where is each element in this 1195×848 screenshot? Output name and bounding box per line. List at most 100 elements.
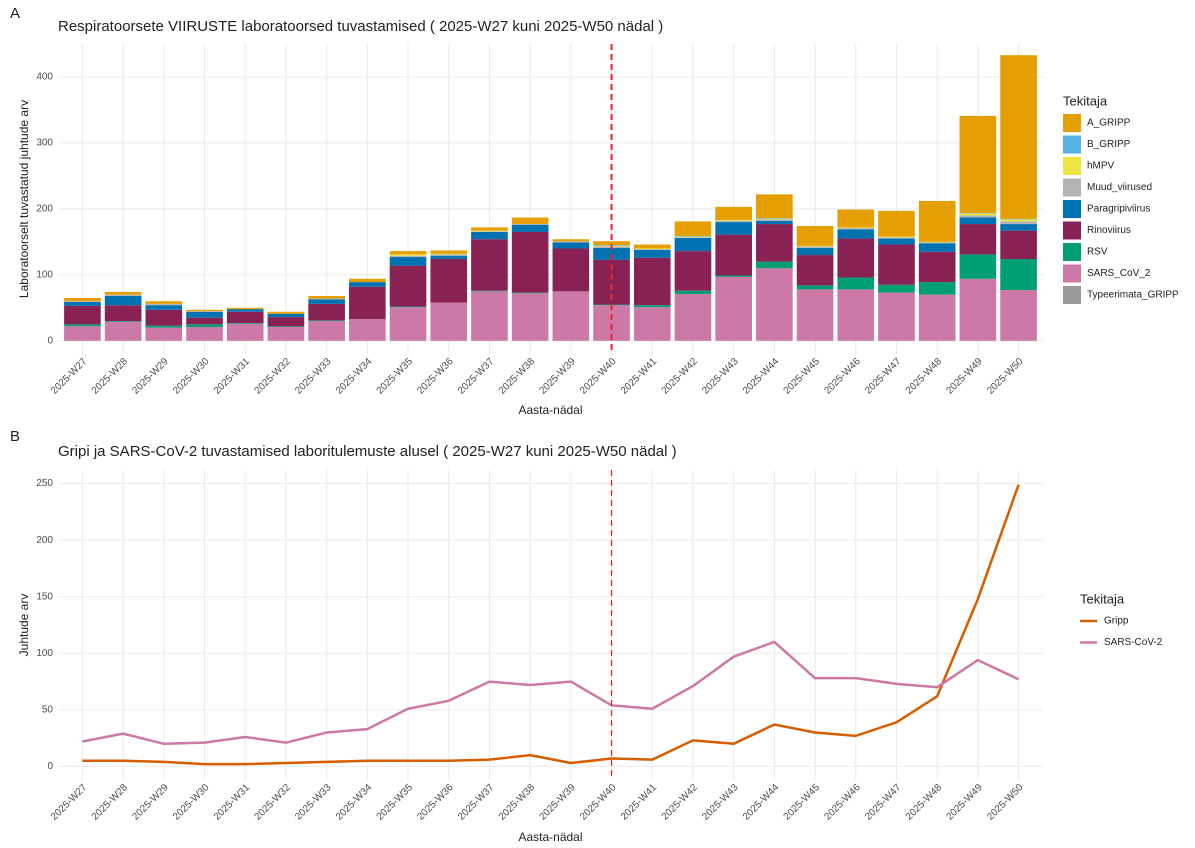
bar-segment bbox=[756, 218, 793, 220]
line bbox=[82, 484, 1020, 766]
legend-swatch bbox=[1063, 286, 1081, 304]
y-tick-label: 0 bbox=[47, 335, 53, 346]
bar-segment bbox=[471, 231, 508, 232]
x-tick-label: 2025-W41 bbox=[619, 782, 660, 823]
line bbox=[82, 640, 1020, 746]
bar-segment bbox=[918, 241, 956, 243]
bar-segment bbox=[796, 226, 834, 246]
x-tick-label: 2025-W32 bbox=[253, 782, 294, 823]
bar-segment bbox=[756, 224, 793, 262]
legend-swatch bbox=[1063, 178, 1081, 197]
bar-segment bbox=[674, 237, 712, 238]
bar-segment bbox=[633, 248, 671, 250]
bar-segment bbox=[145, 309, 183, 326]
bar-segment bbox=[389, 255, 427, 258]
x-tick-label: 2025-W29 bbox=[130, 782, 171, 823]
bar-segment bbox=[1000, 259, 1037, 291]
legend-label: SARS_CoV_2 bbox=[1087, 268, 1151, 279]
bar-segment bbox=[674, 235, 712, 237]
bar-segment bbox=[878, 237, 915, 239]
bar-segment bbox=[878, 244, 915, 285]
legend-label: Muud_viirused bbox=[1087, 182, 1152, 193]
bar-segment bbox=[918, 282, 956, 295]
bar-segment bbox=[104, 321, 142, 341]
bar-segment bbox=[430, 254, 468, 256]
bar-segment bbox=[267, 326, 305, 327]
bar-segment bbox=[349, 282, 386, 287]
bar-segment bbox=[145, 303, 183, 306]
bar-segment bbox=[552, 241, 590, 243]
bar-segment bbox=[389, 265, 427, 307]
bar-segment bbox=[796, 247, 834, 256]
bar-segment bbox=[389, 257, 427, 266]
bar-segment bbox=[918, 294, 956, 341]
bar-segment bbox=[837, 238, 875, 278]
bar-segment bbox=[959, 215, 997, 218]
legend-swatch bbox=[1063, 200, 1081, 218]
bar-segment bbox=[878, 210, 915, 237]
bar-segment bbox=[552, 239, 590, 242]
x-tick-label: 2025-W32 bbox=[253, 356, 294, 397]
bar-segment bbox=[1000, 221, 1037, 225]
x-tick-label: 2025-W33 bbox=[293, 356, 334, 397]
bar-segment bbox=[104, 292, 142, 295]
x-tick-label: 2025-W40 bbox=[578, 782, 619, 823]
bar-segment bbox=[796, 289, 834, 341]
bar-segment bbox=[715, 206, 752, 221]
bar-segment bbox=[64, 305, 101, 325]
y-tick-label: 200 bbox=[36, 204, 53, 215]
y-tick-label: 300 bbox=[36, 138, 53, 149]
bar-segment bbox=[389, 306, 427, 308]
panel-tag: B bbox=[10, 428, 20, 445]
bar-segment bbox=[389, 307, 427, 341]
x-tick-label: 2025-W45 bbox=[782, 356, 823, 397]
x-tick-label: 2025-W31 bbox=[212, 356, 253, 397]
bar-segment bbox=[511, 292, 549, 294]
bar-segment bbox=[349, 278, 386, 283]
legend-swatch bbox=[1063, 114, 1081, 132]
bar-segment bbox=[959, 278, 997, 341]
bar-segment bbox=[837, 227, 875, 229]
bar-segment bbox=[715, 222, 752, 235]
bar-segment bbox=[918, 200, 956, 242]
bar-segment bbox=[796, 285, 834, 290]
bar-segment bbox=[145, 301, 183, 304]
bar-segment bbox=[511, 293, 549, 341]
x-tick-label: 2025-W30 bbox=[171, 782, 212, 823]
bar-segment bbox=[959, 224, 997, 255]
x-tick-label: 2025-W40 bbox=[578, 356, 619, 397]
x-tick-label: 2025-W50 bbox=[985, 782, 1026, 823]
bar-segment bbox=[1000, 218, 1037, 220]
bar-segment bbox=[674, 251, 712, 291]
y-tick-label: 200 bbox=[36, 535, 53, 546]
x-tick-label: 2025-W38 bbox=[497, 782, 538, 823]
legend-swatch bbox=[1063, 135, 1081, 154]
x-tick-label: 2025-W41 bbox=[619, 356, 660, 397]
legend-label: hMPV bbox=[1087, 161, 1115, 172]
panel-tag: A bbox=[10, 5, 20, 22]
x-tick-label: 2025-W37 bbox=[456, 356, 497, 397]
bar-segment bbox=[959, 213, 997, 216]
bar-segment bbox=[837, 289, 875, 341]
bar-segment bbox=[389, 254, 427, 256]
bar-segment bbox=[674, 236, 712, 238]
legend-label: Rinoviirus bbox=[1087, 225, 1131, 236]
bar-segment bbox=[674, 221, 712, 236]
bar-segment bbox=[267, 313, 305, 318]
bar-segment bbox=[104, 321, 142, 322]
bar-segment bbox=[918, 243, 956, 252]
bar-segment bbox=[308, 320, 345, 322]
y-tick-label: 400 bbox=[36, 72, 53, 83]
bar-segment bbox=[511, 224, 549, 232]
bar-segment bbox=[511, 231, 549, 293]
bar-segment bbox=[715, 220, 752, 223]
x-tick-label: 2025-W36 bbox=[415, 782, 456, 823]
bar-segment bbox=[1000, 219, 1037, 222]
y-tick-label: 100 bbox=[36, 269, 53, 280]
bar-segment bbox=[633, 244, 671, 249]
bar-segment bbox=[430, 250, 468, 254]
x-tick-label: 2025-W42 bbox=[660, 356, 701, 397]
bar-segment bbox=[308, 295, 345, 299]
bar-segment bbox=[715, 275, 752, 277]
x-tick-label: 2025-W46 bbox=[822, 782, 863, 823]
